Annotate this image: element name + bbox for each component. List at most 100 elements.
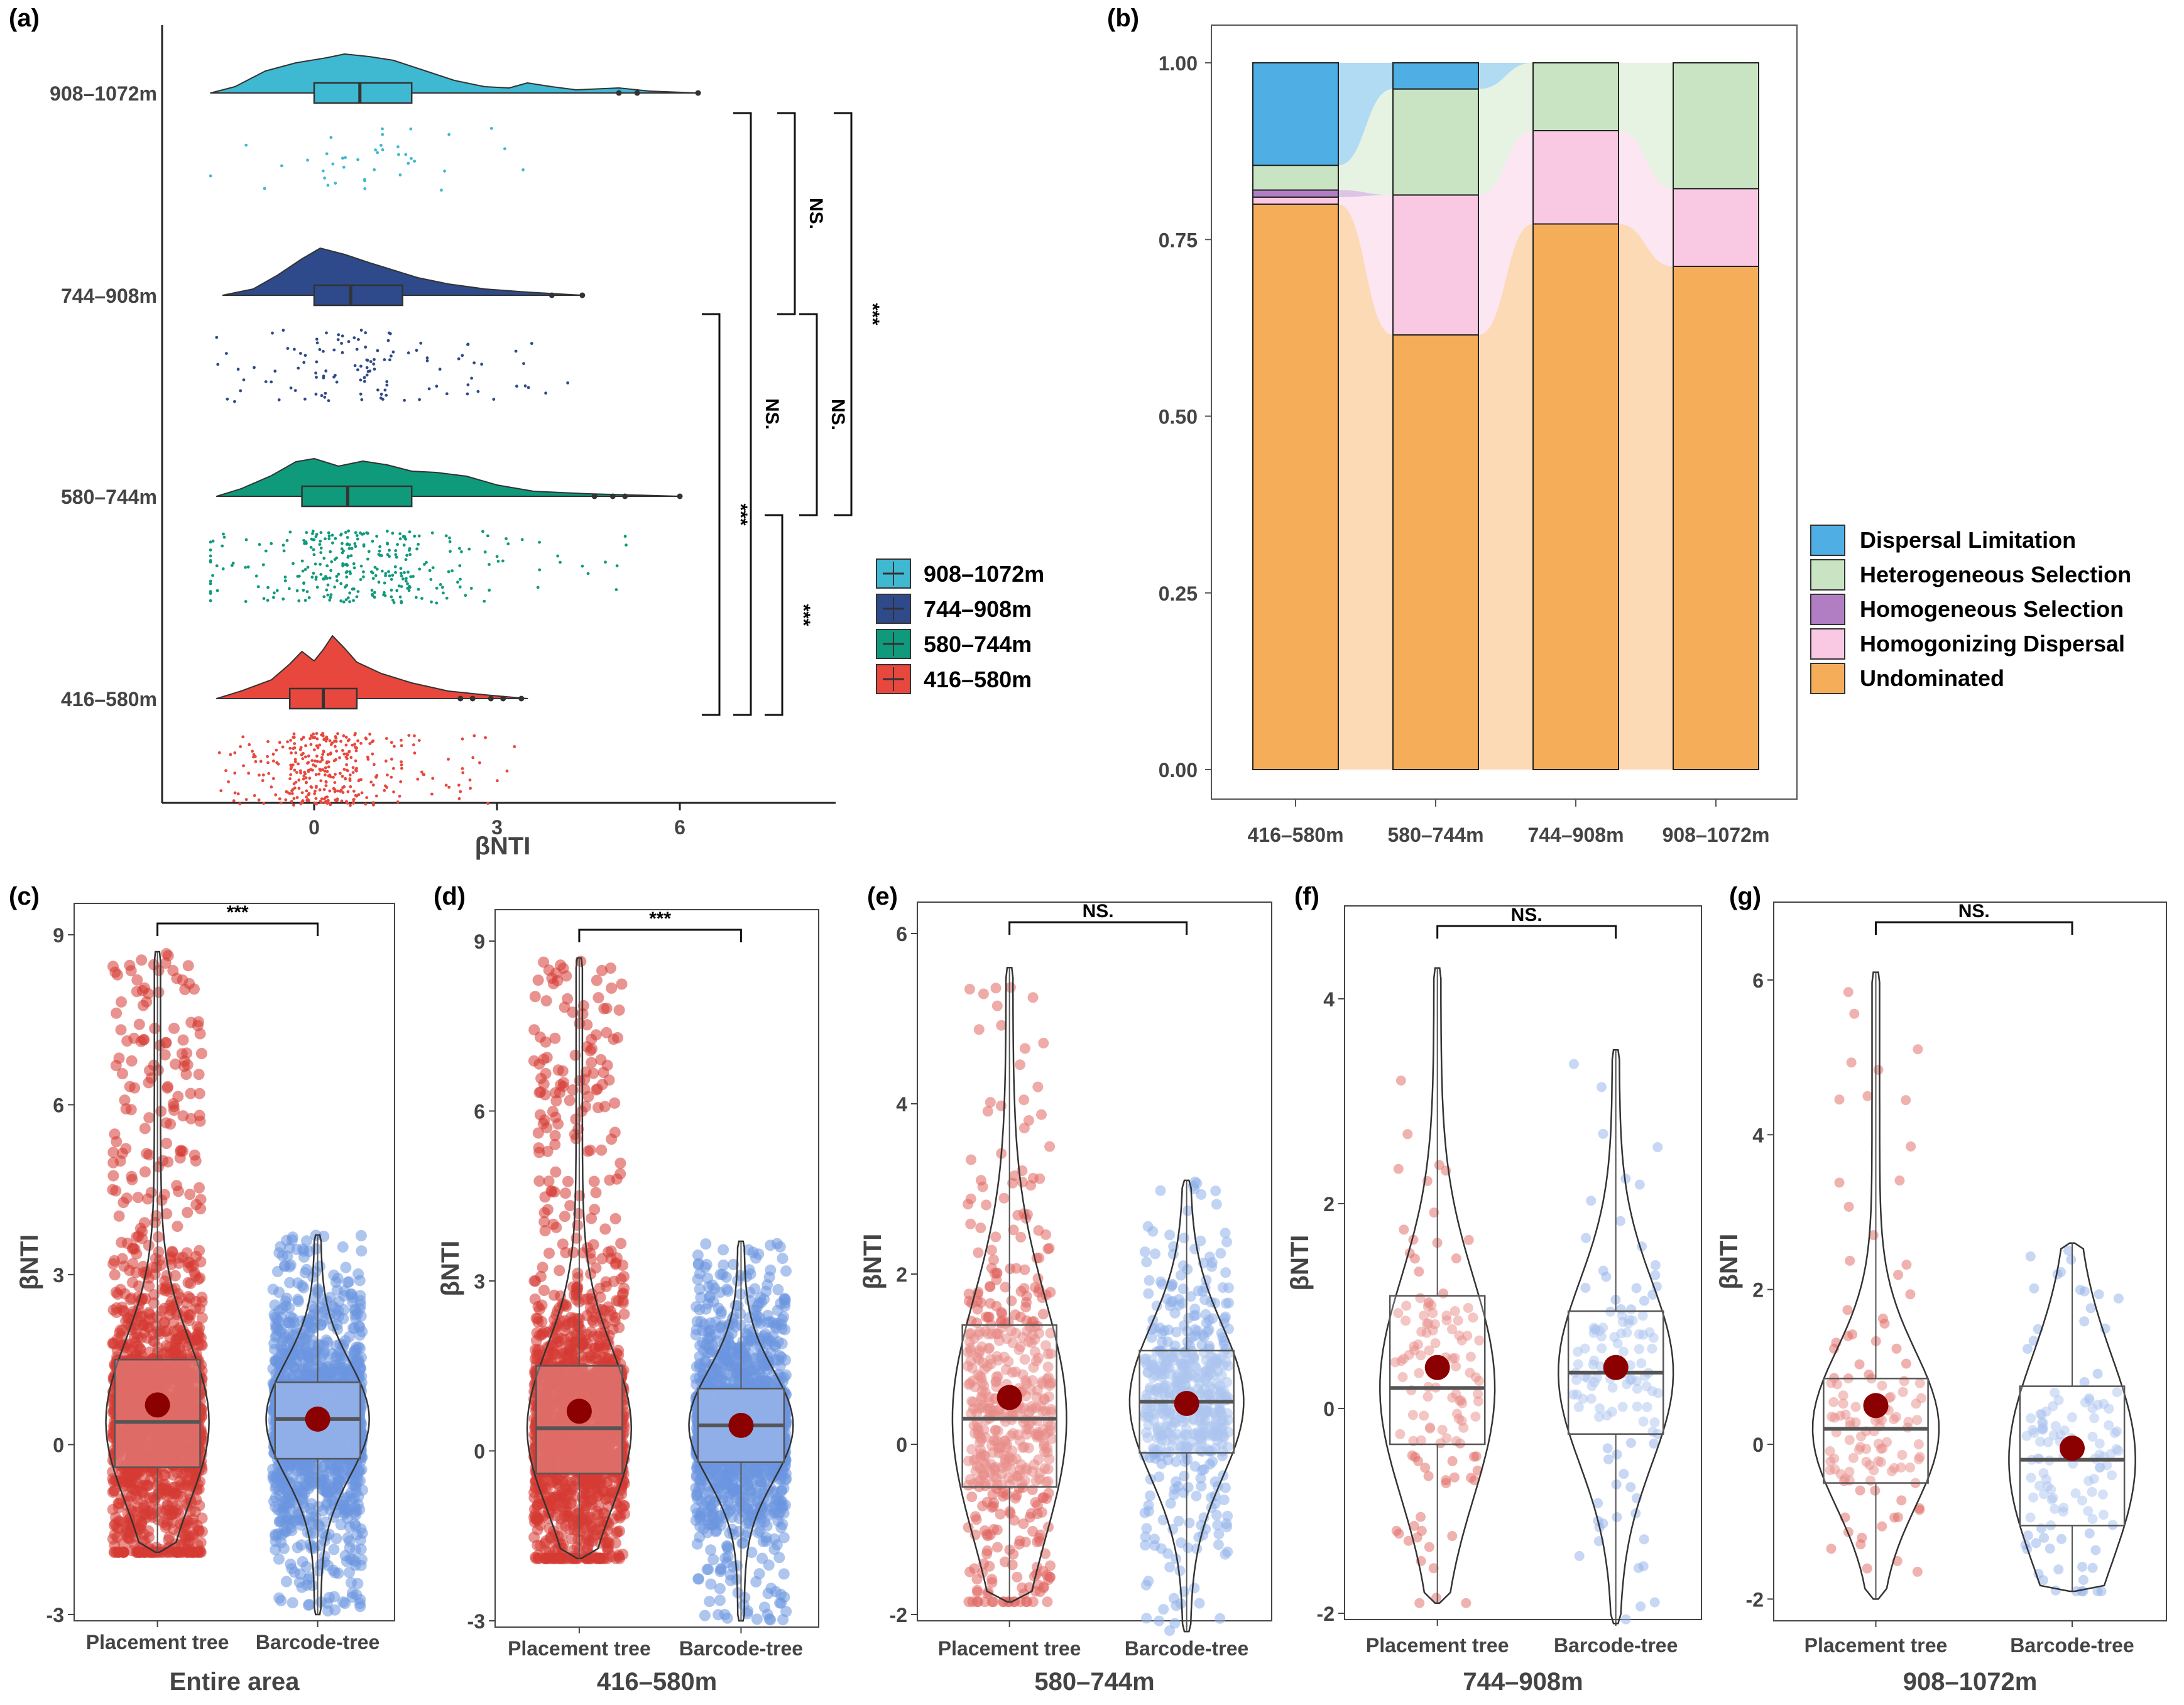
rain-point: [324, 800, 328, 803]
rain-point: [466, 383, 470, 386]
rain-point: [456, 580, 459, 584]
rain-point: [239, 389, 243, 393]
rain-point: [339, 599, 343, 602]
rain-point: [324, 575, 327, 578]
rain-point: [431, 776, 435, 780]
rain-point: [333, 781, 337, 784]
rain-point: [310, 537, 314, 541]
rain-point: [233, 791, 237, 795]
rain-point: [339, 771, 342, 775]
data-point: [134, 1344, 146, 1355]
rain-point: [244, 143, 248, 147]
rain-point: [468, 778, 472, 782]
rain-point: [373, 591, 376, 594]
rain-point: [370, 570, 373, 574]
rain-point: [420, 597, 423, 600]
rain-point: [244, 565, 247, 569]
rain-point: [342, 165, 346, 169]
x-tick-label: 6: [674, 816, 685, 839]
rain-point: [520, 538, 524, 542]
rain-point: [312, 763, 315, 766]
rain-point: [406, 587, 410, 590]
y-tick-label: 0: [474, 1441, 485, 1463]
y-tick-label: -3: [467, 1610, 485, 1633]
rain-point: [289, 386, 293, 389]
rain-point: [383, 388, 387, 392]
rain-point: [390, 589, 393, 592]
rain-point: [289, 763, 293, 767]
rain-point: [303, 354, 307, 357]
data-point: [112, 969, 123, 981]
rain-point: [328, 576, 332, 580]
x-tick-label: 416–580m: [1247, 824, 1343, 846]
data-point: [139, 1166, 151, 1178]
outlier-point: [622, 493, 628, 499]
rain-point: [412, 743, 415, 746]
stacked-bar-416–580m: [1252, 62, 1339, 770]
data-point: [152, 1231, 164, 1243]
rain-point: [302, 736, 305, 739]
data-point: [293, 1576, 305, 1588]
rain-point: [329, 751, 332, 754]
rain-point: [329, 550, 332, 553]
outlier-point: [549, 292, 555, 298]
data-point: [332, 1567, 344, 1579]
rain-point: [346, 790, 350, 793]
rain-point: [384, 574, 387, 577]
legend-label: Homogonizing Dispersal: [1860, 631, 2125, 656]
rain-point: [271, 753, 275, 756]
rain-point: [405, 553, 408, 557]
rain-point: [364, 331, 368, 335]
rain-point: [614, 588, 618, 591]
data-point: [196, 1292, 208, 1304]
flow-band: [1338, 204, 1393, 770]
rain-point: [386, 542, 390, 546]
rain-point: [344, 736, 348, 739]
data-point: [126, 1055, 138, 1067]
data-point: [172, 1221, 183, 1233]
rain-point: [354, 545, 358, 548]
raincloud-416–580m: 416–580m: [61, 635, 528, 807]
rain-point: [354, 759, 358, 763]
bracket-line: [702, 313, 721, 716]
rain-point: [388, 548, 391, 552]
rain-point: [459, 790, 462, 793]
data-point: [145, 1187, 157, 1199]
rain-point: [408, 586, 412, 589]
data-point: [560, 1187, 571, 1199]
flow-band: [1619, 224, 1673, 770]
rain-point: [360, 398, 364, 401]
data-point: [126, 1170, 138, 1182]
rain-point: [374, 775, 378, 779]
rain-point: [341, 749, 344, 752]
rain-point: [305, 798, 308, 802]
data-point: [143, 1314, 155, 1326]
rain-point: [233, 400, 236, 403]
rain-point: [345, 584, 349, 587]
rain-point: [390, 775, 393, 779]
significance-label: ***: [862, 303, 883, 325]
significance-label: NS.: [762, 398, 782, 430]
rain-point: [278, 741, 281, 744]
rain-point: [391, 598, 395, 602]
flow-band: [1619, 63, 1673, 189]
rain-point: [301, 569, 305, 573]
rain-point: [383, 591, 386, 594]
rain-point: [309, 743, 313, 746]
data-point: [347, 1554, 359, 1566]
rain-point: [395, 589, 399, 592]
rain-point: [378, 545, 381, 548]
data-point: [185, 1087, 197, 1099]
data-point: [153, 986, 165, 998]
rain-point: [293, 768, 297, 772]
rain-point: [323, 770, 327, 773]
data-point: [196, 1312, 208, 1324]
bar-segment: [1252, 196, 1339, 205]
rain-point: [466, 392, 469, 396]
data-point: [337, 1596, 349, 1608]
rain-point: [290, 789, 293, 793]
data-point: [157, 1155, 169, 1167]
data-point: [606, 982, 618, 994]
